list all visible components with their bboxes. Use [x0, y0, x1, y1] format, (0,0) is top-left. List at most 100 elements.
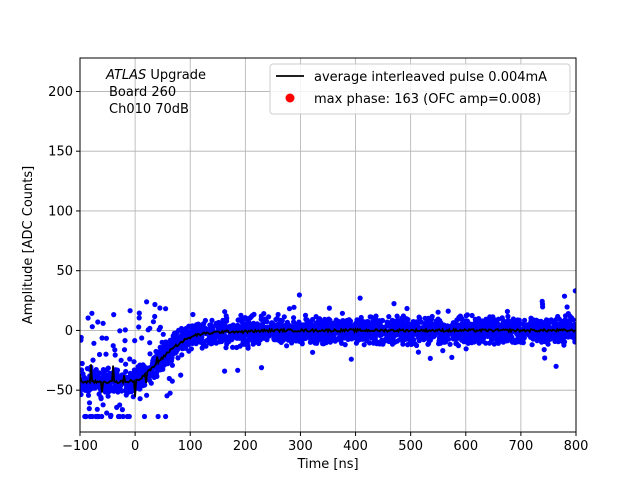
sample-point	[127, 308, 133, 314]
y-axis-label: Amplitude [ADC Counts]	[21, 166, 36, 324]
sample-point	[127, 356, 133, 362]
sample-point	[118, 357, 124, 363]
sample-point	[420, 335, 426, 341]
sample-point	[352, 335, 358, 341]
sample-point	[258, 365, 265, 371]
sample-point	[103, 351, 109, 357]
sample-point	[529, 342, 535, 348]
sample-point	[219, 338, 225, 345]
sample-point	[208, 323, 214, 329]
sample-point	[287, 323, 293, 329]
sample-point	[110, 343, 116, 349]
sample-point	[86, 406, 92, 412]
sample-point	[361, 342, 367, 348]
sample-point	[307, 339, 313, 345]
annotation-line-1: ATLAS Upgrade	[105, 68, 206, 83]
sample-point	[500, 330, 506, 336]
sample-point	[310, 349, 316, 355]
sample-point	[310, 335, 316, 341]
sample-point	[539, 339, 545, 345]
annotation-upgrade: Upgrade	[146, 68, 206, 83]
sample-point	[450, 322, 456, 328]
sample-point	[266, 314, 272, 320]
sample-point	[396, 321, 402, 328]
sample-point	[123, 361, 129, 367]
sample-point	[568, 315, 575, 321]
sample-point	[486, 318, 492, 324]
sample-point	[118, 382, 124, 388]
sample-point	[137, 396, 143, 402]
sample-point	[463, 313, 469, 319]
sample-point	[279, 333, 285, 339]
sample-point	[155, 413, 161, 420]
sample-point	[513, 337, 519, 343]
sample-point	[291, 315, 297, 321]
sample-point	[544, 331, 551, 337]
x-axis: −100 0 100 200 300 400 500 600 700 800	[62, 432, 588, 454]
sample-point	[93, 367, 99, 373]
sample-point	[275, 321, 281, 327]
sample-point	[331, 335, 337, 341]
x-tick-label: 100	[178, 439, 203, 454]
sample-point	[125, 389, 131, 395]
sample-point	[315, 320, 321, 326]
sample-point	[371, 340, 377, 346]
sample-point	[389, 341, 396, 347]
sample-point	[209, 317, 215, 323]
sample-point	[111, 312, 117, 318]
sample-point	[247, 332, 253, 338]
average-pulse-line	[80, 327, 576, 397]
sample-point	[136, 386, 142, 392]
sample-point	[506, 331, 512, 337]
sample-point	[122, 338, 128, 344]
sample-point	[169, 350, 175, 356]
sample-point	[543, 323, 549, 330]
sample-point	[507, 335, 513, 341]
sample-point	[308, 321, 314, 327]
sample-point	[426, 338, 433, 344]
sample-point	[440, 348, 446, 354]
sample-point	[417, 315, 423, 322]
x-tick-label: 500	[398, 439, 423, 454]
sample-point	[164, 393, 170, 399]
sample-point	[298, 333, 304, 339]
x-tick-label: 200	[233, 439, 258, 454]
sample-point	[296, 292, 302, 298]
legend-box	[269, 63, 571, 115]
sample-point	[528, 334, 534, 340]
sample-point	[388, 330, 394, 336]
sample-point	[511, 318, 517, 324]
legend-entry-max-phase: max phase: 163 (OFC amp=0.008)	[314, 92, 541, 107]
sample-point	[435, 316, 441, 322]
sample-point	[480, 338, 486, 344]
sample-point	[147, 351, 153, 357]
sample-point	[89, 324, 95, 330]
x-tick-label: 300	[288, 439, 313, 454]
sample-point	[493, 335, 499, 341]
sample-point	[121, 347, 128, 353]
sample-point	[114, 370, 120, 376]
sample-point	[131, 359, 137, 365]
sample-point	[103, 385, 109, 391]
sample-point	[534, 337, 541, 343]
sample-point	[516, 334, 523, 340]
sample-point	[135, 371, 142, 377]
sample-point	[535, 322, 541, 328]
sample-point	[553, 363, 559, 369]
sample-point	[161, 343, 167, 349]
sample-point	[347, 318, 354, 324]
sample-point	[491, 341, 497, 347]
sample-point	[179, 352, 185, 358]
sample-point	[444, 323, 450, 329]
sample-point	[386, 314, 392, 320]
sample-point	[427, 355, 433, 361]
sample-point	[165, 361, 171, 367]
sample-point	[560, 335, 566, 341]
sample-point	[157, 324, 163, 330]
sample-point	[286, 306, 293, 312]
sample-point	[343, 322, 349, 328]
sample-point	[291, 304, 297, 310]
sample-point	[96, 351, 103, 358]
sample-point	[522, 317, 528, 323]
